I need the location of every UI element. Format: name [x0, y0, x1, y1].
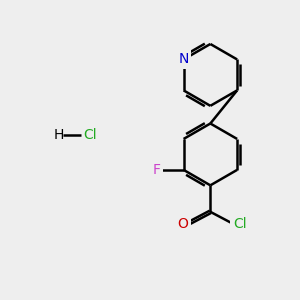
Text: O: O — [177, 218, 188, 232]
Text: F: F — [152, 163, 160, 177]
Text: Cl: Cl — [83, 128, 97, 142]
Text: N: N — [178, 52, 189, 67]
Text: H: H — [53, 128, 64, 142]
Text: Cl: Cl — [233, 218, 247, 232]
